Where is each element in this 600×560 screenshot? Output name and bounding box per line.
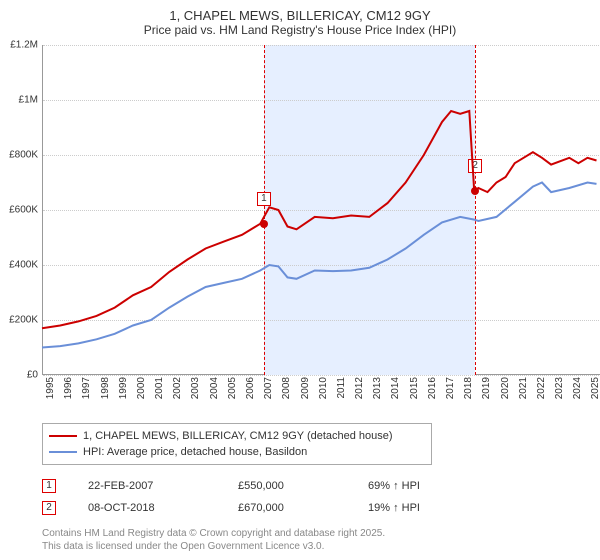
x-axis-label: 2023: [554, 377, 565, 399]
chart-title: 1, CHAPEL MEWS, BILLERICAY, CM12 9GY: [8, 8, 592, 23]
x-axis-label: 2014: [390, 377, 401, 399]
x-axis-label: 1998: [100, 377, 111, 399]
chart-area: 12 £0£200K£400K£600K£800K£1M£1.2M1995199…: [42, 45, 600, 375]
x-axis-label: 2024: [572, 377, 583, 399]
x-axis-label: 2008: [281, 377, 292, 399]
x-axis-label: 2006: [245, 377, 256, 399]
x-axis-label: 2004: [209, 377, 220, 399]
series-line-hpi: [42, 183, 597, 348]
x-axis-label: 2000: [136, 377, 147, 399]
transaction-row: 1 22-FEB-2007 £550,000 69% ↑ HPI: [42, 475, 592, 497]
chart-container: 1, CHAPEL MEWS, BILLERICAY, CM12 9GY Pri…: [0, 0, 600, 560]
legend-label: HPI: Average price, detached house, Basi…: [83, 446, 307, 458]
legend-swatch: [49, 451, 77, 453]
y-axis-label: £800K: [9, 150, 38, 161]
y-axis-label: £600K: [9, 205, 38, 216]
x-axis-label: 2019: [481, 377, 492, 399]
x-axis-label: 2011: [336, 377, 347, 399]
y-axis-label: £1.2M: [10, 40, 38, 51]
legend: 1, CHAPEL MEWS, BILLERICAY, CM12 9GY (de…: [42, 423, 432, 465]
transaction-marker-box: 2: [42, 501, 56, 515]
x-axis-label: 2017: [445, 377, 456, 399]
footer: Contains HM Land Registry data © Crown c…: [42, 527, 592, 553]
transaction-table: 1 22-FEB-2007 £550,000 69% ↑ HPI 2 08-OC…: [42, 475, 592, 519]
series-line-price_paid: [42, 111, 597, 328]
x-axis-label: 2003: [190, 377, 201, 399]
x-axis-label: 1999: [118, 377, 129, 399]
x-axis-label: 2009: [300, 377, 311, 399]
x-axis-label: 2013: [372, 377, 383, 399]
y-axis-label: £0: [27, 370, 38, 381]
transaction-pct: 69% ↑ HPI: [368, 480, 488, 492]
transaction-date: 08-OCT-2018: [88, 502, 238, 514]
legend-item: HPI: Average price, detached house, Basi…: [49, 444, 425, 460]
x-axis-label: 2010: [318, 377, 329, 399]
legend-item: 1, CHAPEL MEWS, BILLERICAY, CM12 9GY (de…: [49, 428, 425, 444]
x-axis-label: 1997: [81, 377, 92, 399]
chart-lines: [42, 45, 600, 375]
x-axis-label: 2022: [536, 377, 547, 399]
x-axis-label: 1995: [45, 377, 56, 399]
x-axis-label: 2020: [500, 377, 511, 399]
chart-subtitle: Price paid vs. HM Land Registry's House …: [8, 23, 592, 37]
x-axis-label: 2002: [172, 377, 183, 399]
x-axis-label: 2012: [354, 377, 365, 399]
footer-line: Contains HM Land Registry data © Crown c…: [42, 527, 592, 540]
footer-line: This data is licensed under the Open Gov…: [42, 540, 592, 553]
x-axis-label: 2007: [263, 377, 274, 399]
gridline: [43, 375, 600, 376]
transaction-date: 22-FEB-2007: [88, 480, 238, 492]
transaction-price: £670,000: [238, 502, 368, 514]
y-axis-label: £1M: [19, 95, 38, 106]
transaction-pct: 19% ↑ HPI: [368, 502, 488, 514]
x-axis-label: 2001: [154, 377, 165, 399]
x-axis-label: 2005: [227, 377, 238, 399]
transaction-row: 2 08-OCT-2018 £670,000 19% ↑ HPI: [42, 497, 592, 519]
transaction-marker-box: 1: [42, 479, 56, 493]
legend-swatch: [49, 435, 77, 437]
transaction-price: £550,000: [238, 480, 368, 492]
legend-label: 1, CHAPEL MEWS, BILLERICAY, CM12 9GY (de…: [83, 430, 393, 442]
x-axis-label: 2015: [409, 377, 420, 399]
x-axis-label: 2018: [463, 377, 474, 399]
y-axis-label: £400K: [9, 260, 38, 271]
x-axis-label: 2025: [590, 377, 600, 399]
y-axis-label: £200K: [9, 315, 38, 326]
x-axis-label: 2016: [427, 377, 438, 399]
x-axis-label: 2021: [518, 377, 529, 399]
x-axis-label: 1996: [63, 377, 74, 399]
